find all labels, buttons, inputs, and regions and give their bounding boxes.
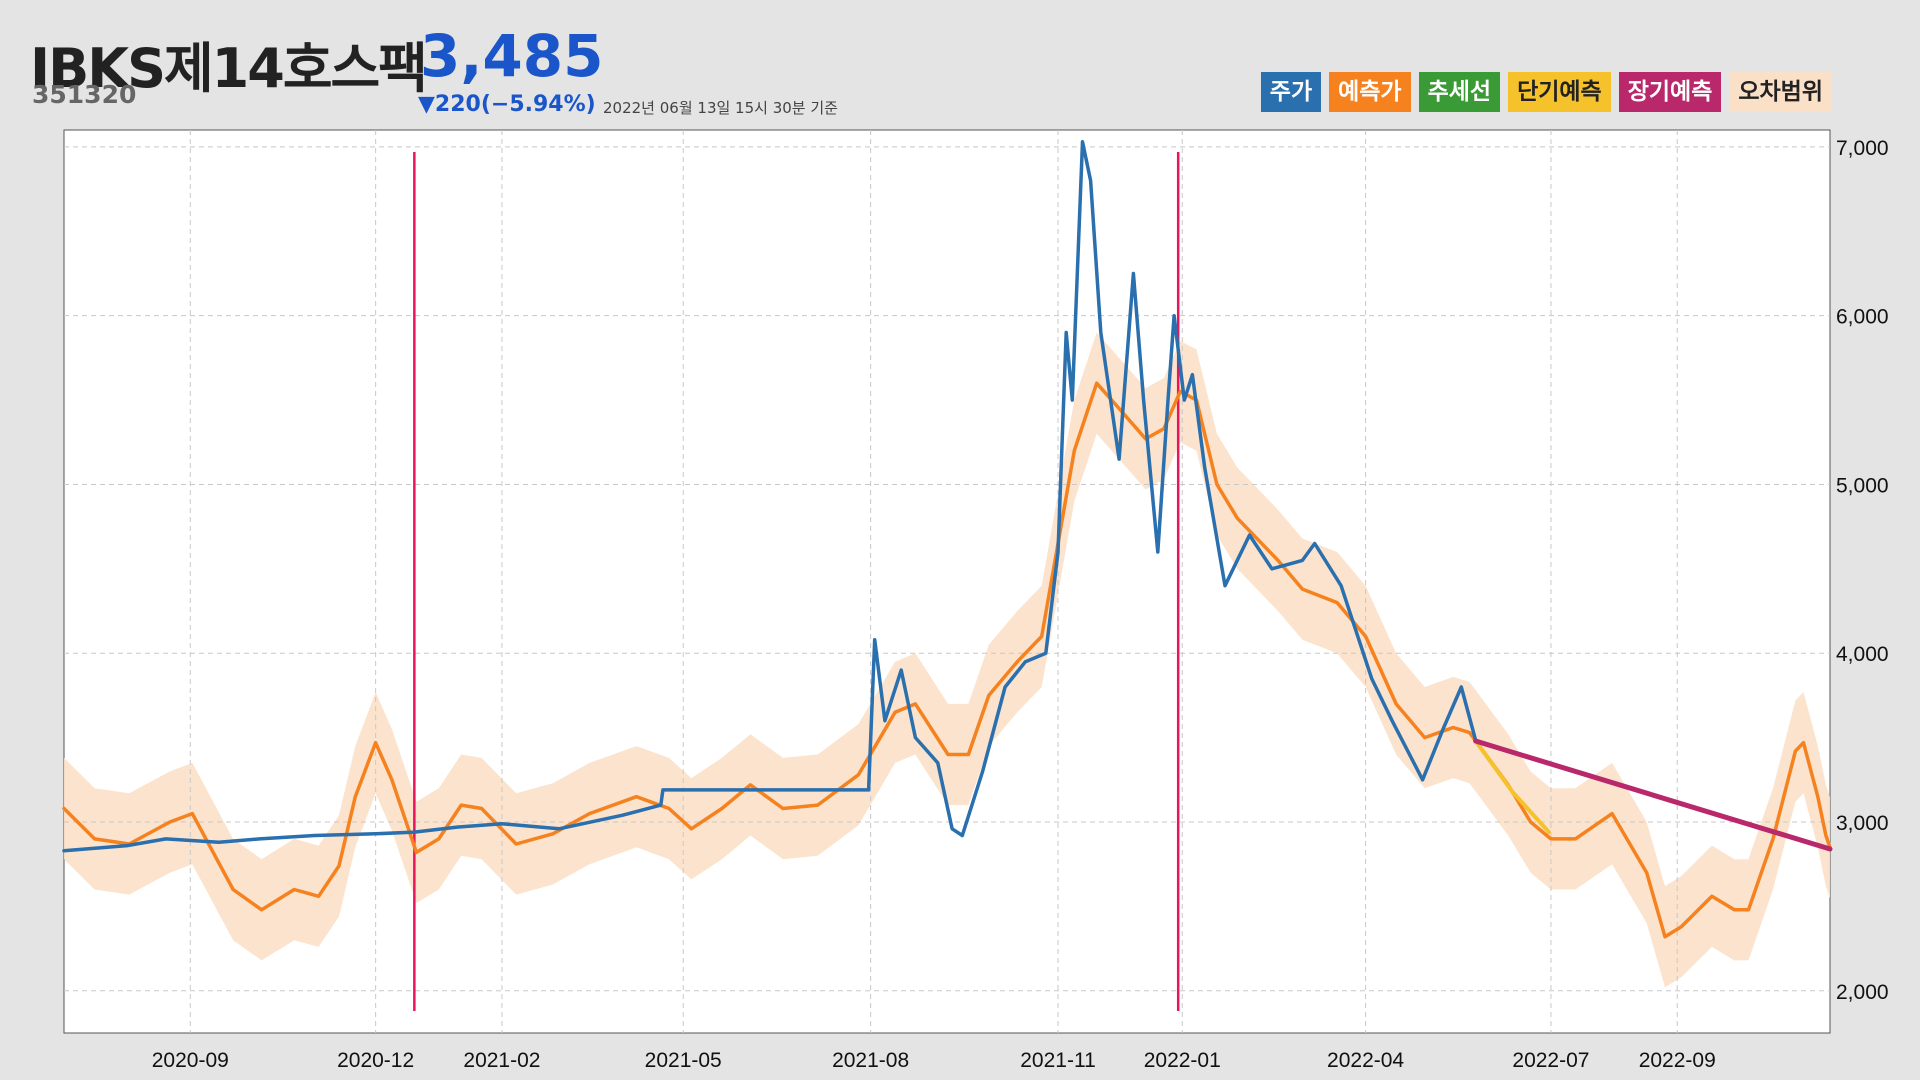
x-tick-label: 2022-04: [1327, 1049, 1404, 1072]
x-tick-label: 2022-01: [1144, 1049, 1221, 1072]
x-tick-label: 2021-05: [645, 1049, 722, 1072]
timestamp: 2022년 06월 13일 15시 30분 기준: [603, 99, 838, 117]
y-tick-label: 7,000: [1836, 137, 1889, 160]
legend-item-price[interactable]: 주가: [1260, 72, 1322, 112]
legend-item-short-term[interactable]: 단기예측: [1508, 72, 1611, 112]
plot-area: [63, 129, 1831, 1034]
legend-item-trendline[interactable]: 추세선: [1418, 72, 1501, 112]
x-tick-label: 2022-09: [1639, 1049, 1716, 1072]
stock-code: 351320: [32, 80, 137, 109]
y-tick-label: 5,000: [1836, 474, 1889, 497]
chart-legend: 주가 예측가 추세선 단기예측 장기예측 오차범위: [1260, 72, 1832, 112]
current-price: 3,485: [420, 22, 604, 90]
legend-item-error-band[interactable]: 오차범위: [1729, 72, 1832, 112]
long-term-forecast-line: [1473, 738, 1833, 852]
y-tick-label: 2,000: [1836, 981, 1889, 1004]
short-term-forecast-line: [1473, 739, 1551, 835]
x-tick-label: 2022-07: [1512, 1049, 1589, 1072]
x-tick-label: 2021-02: [463, 1049, 540, 1072]
x-tick-label: 2020-09: [152, 1049, 229, 1072]
legend-item-long-term[interactable]: 장기예측: [1618, 72, 1722, 112]
stock-name: IBKS제14호스팩: [30, 37, 428, 100]
y-tick-label: 3,000: [1836, 812, 1889, 835]
price-change: ▼220(−5.94%): [418, 92, 596, 117]
x-tick-label: 2021-11: [1020, 1049, 1096, 1072]
x-tick-label: 2021-08: [832, 1049, 909, 1072]
x-tick-label: 2020-12: [337, 1049, 414, 1072]
legend-item-forecast[interactable]: 예측가: [1329, 72, 1411, 112]
y-tick-label: 6,000: [1836, 306, 1889, 329]
price-line: [62, 140, 1478, 853]
y-tick-label: 4,000: [1836, 643, 1889, 666]
